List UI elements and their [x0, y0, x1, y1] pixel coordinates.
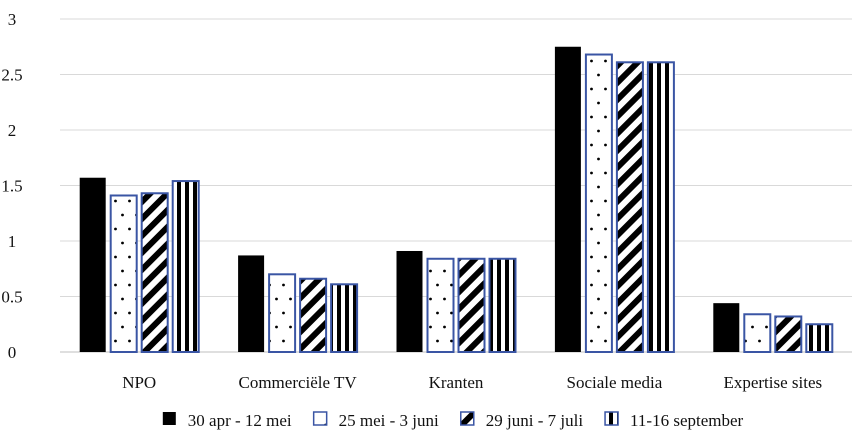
bar [805, 323, 834, 353]
legend: 30 apr - 12 mei 25 mei - 3 juni 29 juni - … [162, 411, 744, 430]
bar [140, 192, 169, 353]
bar [615, 61, 644, 353]
x-axis-categories: NPO Commerciële TV Kranten Sociale media Exp… [122, 373, 822, 392]
bar [646, 61, 675, 353]
bar [743, 313, 772, 354]
bar [330, 283, 359, 354]
y-tick-label: 2 [8, 121, 17, 140]
legend-label: 30 apr - 12 mei [188, 411, 292, 430]
category-label: Expertise sites [723, 373, 822, 392]
bar [774, 315, 803, 354]
bar [396, 250, 423, 352]
category-label: NPO [122, 373, 156, 392]
legend-swatch [604, 411, 619, 426]
y-tick-label: 3 [8, 10, 17, 29]
bar [584, 53, 613, 354]
bar [488, 257, 517, 354]
legend-label: 29 juni - 7 juli [486, 411, 584, 430]
y-axis-ticks: 0 0.5 1 1.5 2 2.5 3 [1, 10, 22, 362]
bar [713, 303, 740, 352]
y-tick-label: 1.5 [1, 177, 22, 196]
y-tick-label: 2.5 [1, 66, 22, 85]
bar [79, 177, 106, 352]
y-tick-label: 1 [8, 232, 17, 251]
y-tick-label: 0.5 [1, 288, 22, 307]
legend-label: 11-16 september [630, 411, 743, 430]
bar [109, 194, 138, 353]
legend-swatch [312, 411, 328, 426]
bar [299, 277, 328, 353]
legend-label: 25 mei - 3 juni [339, 411, 439, 430]
legend-swatch [162, 412, 176, 425]
category-label: Kranten [429, 373, 484, 392]
bars [79, 46, 834, 354]
category-label: Commerciële TV [239, 373, 358, 392]
bar [171, 180, 200, 353]
y-tick-label: 0 [8, 343, 17, 362]
category-label: Sociale media [566, 373, 662, 392]
bar [554, 46, 581, 352]
bar [426, 257, 455, 354]
bar [268, 273, 297, 353]
bar [238, 255, 265, 352]
bar [457, 257, 486, 354]
legend-swatch [460, 411, 475, 426]
